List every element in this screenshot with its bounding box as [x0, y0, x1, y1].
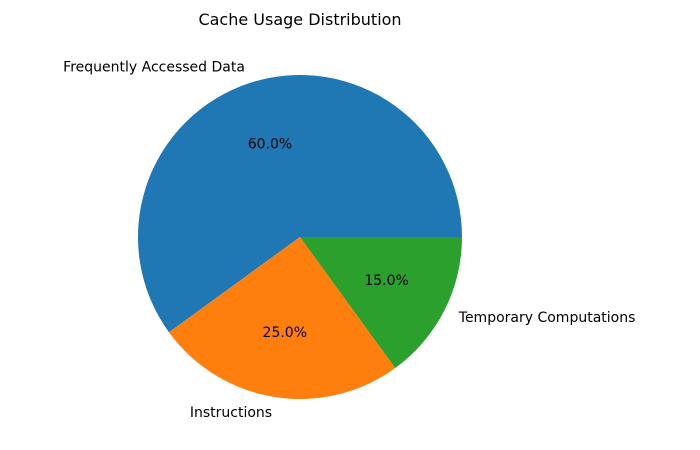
chart-title: Cache Usage Distribution [198, 10, 401, 29]
pie-slices [138, 75, 462, 399]
pie-labels: Frequently Accessed Data 60.0% Instruction… [63, 60, 635, 421]
slice-label-temporary-computations: Temporary Computations [458, 310, 636, 326]
pie-slice-frequently-accessed-data [138, 75, 462, 333]
slice-label-instructions: Instructions [190, 405, 272, 421]
pct-label-temporary-computations: 15.0% [364, 273, 408, 289]
pct-label-frequently-accessed-data: 60.0% [248, 137, 292, 153]
pie-slice-instructions [168, 237, 396, 399]
slice-label-frequently-accessed-data: Frequently Accessed Data [63, 60, 245, 76]
pie-slice-temporary-computations [300, 237, 462, 369]
pct-label-instructions: 25.0% [263, 325, 307, 341]
